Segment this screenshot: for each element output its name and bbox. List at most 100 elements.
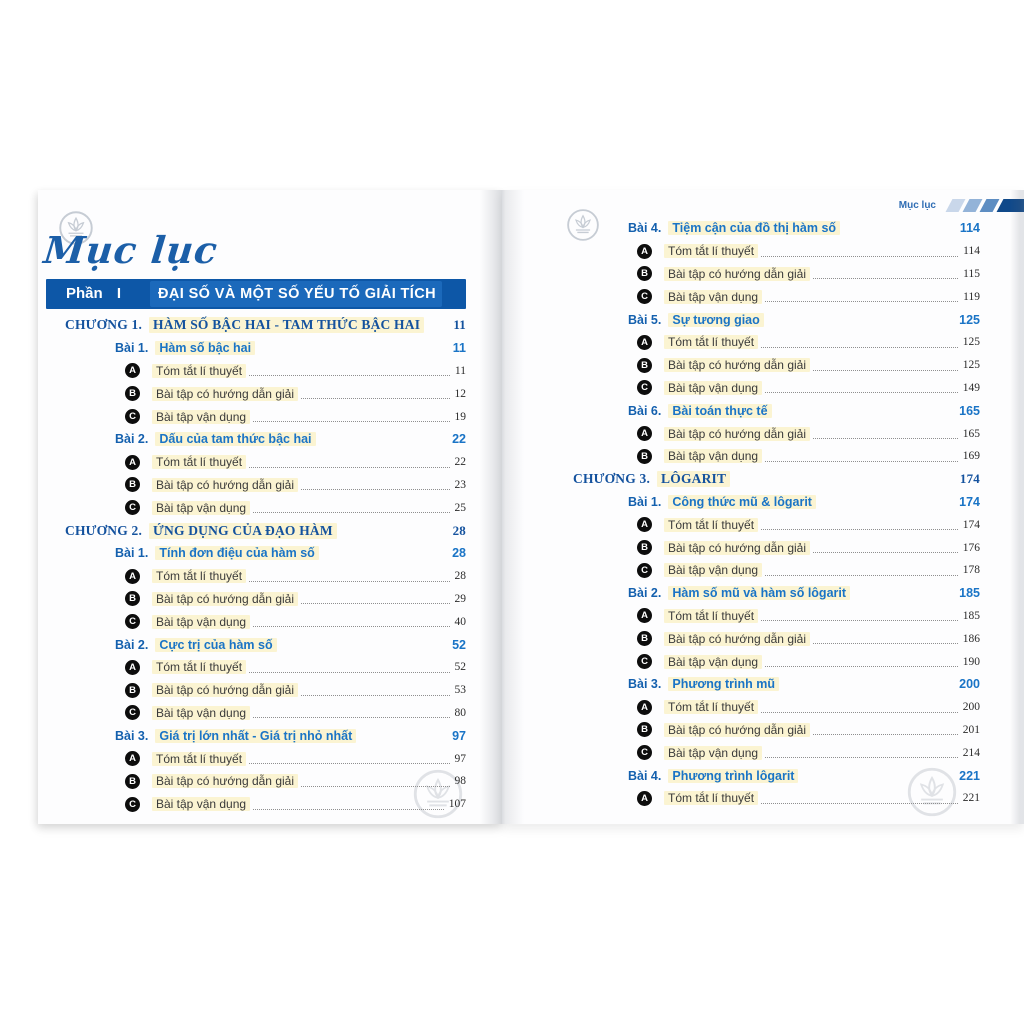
item-badge: A (125, 454, 140, 470)
dotted-leader (761, 255, 959, 257)
header-bar (996, 198, 1024, 212)
item-title: Tóm tắt lí thuyết (152, 363, 247, 378)
part-title: ĐẠI SỐ VÀ MỘT SỐ YẾU TỐ GIẢI TÍCH (158, 286, 436, 302)
part-banner: Phần I ĐẠI SỐ VÀ MỘT SỐ YẾU TỐ GIẢI TÍCH (46, 279, 466, 309)
toc-row-chapter: CHƯƠNG 3. LÔGARIT 174 (548, 468, 980, 491)
page-title-script: Mục lục (41, 228, 221, 272)
toc-row-item: B Bài tập có hướng dẫn giải 12 (40, 382, 466, 405)
lesson-label: Bài 4. (628, 768, 662, 783)
item-title: Bài tập vận dụng (664, 289, 763, 304)
right-page: Mục lục Bài 4. Tiệm cận của đồ thị hàm số… (502, 190, 1024, 824)
dotted-leader (813, 369, 958, 371)
item-title: Bài tập có hướng dẫn giải (152, 477, 298, 492)
page-number: 52 (454, 661, 467, 674)
page-number: 178 (962, 564, 980, 577)
item-title: Bài tập có hướng dẫn giải (664, 358, 810, 373)
lesson-title: Sự tương giao (668, 312, 764, 327)
lesson-label: Bài 6. (628, 403, 662, 418)
lesson-label: Bài 1. (115, 341, 149, 356)
dotted-leader (765, 574, 958, 576)
item-title: Tóm tắt lí thuyết (152, 455, 247, 470)
chapter-label: CHƯƠNG 1. (65, 317, 143, 333)
page-number: 214 (962, 746, 980, 759)
item-badge: A (637, 243, 652, 259)
dotted-leader (813, 438, 958, 440)
page-number: 22 (452, 432, 466, 447)
toc-row-item: A Tóm tắt lí thuyết 221 (548, 787, 980, 810)
item-title: Bài tập có hướng dẫn giải (664, 540, 810, 555)
item-badge: B (125, 591, 140, 607)
toc-row-item: C Bài tập vận dụng 107 (40, 793, 466, 816)
toc-row-item: A Bài tập có hướng dẫn giải 165 (548, 422, 980, 445)
toc-row-item: A Tóm tắt lí thuyết 11 (40, 360, 466, 383)
dotted-leader (813, 643, 958, 645)
page-number: 12 (454, 387, 467, 400)
toc-row-lesson: Bài 2. Dấu của tam thức bậc hai 22 (40, 428, 466, 451)
page-number: 97 (454, 752, 467, 765)
lesson-title: Giá trị lớn nhất - Giá trị nhỏ nhất (155, 728, 357, 743)
lesson-title: Công thức mũ & lôgarit (668, 494, 816, 509)
toc-row-item: B Bài tập vận dụng 169 (548, 445, 980, 468)
toc-row-lesson: Bài 1. Hàm số bậc hai 11 (40, 337, 466, 360)
toc-row-item: A Tóm tắt lí thuyết 200 (548, 696, 980, 719)
item-title: Bài tập vận dụng (152, 705, 251, 720)
dotted-leader (249, 671, 450, 673)
dotted-leader (761, 802, 958, 804)
toc-row-lesson: Bài 5. Sự tương giao 125 (548, 308, 980, 331)
toc-row-lesson: Bài 2. Cực trị của hàm số 52 (40, 633, 466, 656)
dotted-leader (253, 808, 444, 810)
dotted-leader (761, 620, 958, 622)
dotted-leader (301, 603, 450, 605)
lesson-label: Bài 3. (115, 728, 149, 743)
toc-row-item: C Bài tập vận dụng 149 (548, 377, 980, 400)
item-title: Tóm tắt lí thuyết (152, 569, 247, 584)
lesson-title: Cực trị của hàm số (155, 637, 277, 652)
toc-row-item: C Bài tập vận dụng 80 (40, 702, 466, 725)
toc-row-lesson: Bài 1. Công thức mũ & lôgarit 174 (548, 491, 980, 514)
item-title: Bài tập có hướng dẫn giải (152, 683, 298, 698)
item-badge: C (125, 796, 140, 812)
page-number: 28 (454, 570, 467, 583)
item-title: Bài tập có hướng dẫn giải (664, 426, 810, 441)
lesson-label: Bài 5. (628, 312, 662, 327)
page-number: 115 (963, 267, 980, 280)
toc-row-lesson: Bài 4. Tiệm cận của đồ thị hàm số 114 (548, 217, 980, 240)
page-number: 22 (454, 456, 467, 469)
page-number: 165 (959, 403, 980, 418)
chapter-title: ỨNG DỤNG CỦA ĐẠO HÀM (149, 522, 337, 539)
page-number: 11 (452, 341, 466, 356)
item-title: Tóm tắt lí thuyết (664, 700, 759, 715)
toc-row-lesson: Bài 2. Hàm số mũ và hàm số lôgarit 185 (548, 582, 980, 605)
toc-row-item: C Bài tập vận dụng 190 (548, 650, 980, 673)
toc-row-item: A Tóm tắt lí thuyết 52 (40, 656, 466, 679)
chapter-label: CHƯƠNG 2. (65, 522, 143, 538)
toc-row-item: B Bài tập có hướng dẫn giải 176 (548, 536, 980, 559)
item-title: Tóm tắt lí thuyết (664, 791, 759, 806)
item-badge: C (125, 705, 140, 721)
page-number: 98 (454, 775, 467, 788)
page-number: 174 (959, 494, 980, 509)
item-badge: B (637, 631, 652, 647)
item-badge: A (637, 608, 652, 624)
toc-row-item: B Bài tập có hướng dẫn giải 23 (40, 474, 466, 497)
part-label: Phần I (66, 285, 122, 302)
dotted-leader (301, 785, 450, 787)
item-badge: A (125, 659, 140, 675)
item-title: Bài tập vận dụng (664, 654, 763, 669)
page-number: 221 (959, 768, 980, 783)
dotted-leader (813, 278, 959, 280)
toc-row-lesson: Bài 1. Tính đơn điệu của hàm số 28 (40, 542, 466, 565)
toc-row-item: A Tóm tắt lí thuyết 185 (548, 605, 980, 628)
item-badge: B (637, 448, 652, 464)
item-title: Tóm tắt lí thuyết (664, 335, 759, 350)
item-title: Bài tập có hướng dẫn giải (152, 591, 298, 606)
toc-row-item: C Bài tập vận dụng 214 (548, 741, 980, 764)
dotted-leader (249, 580, 450, 582)
item-badge: C (125, 500, 140, 516)
item-badge: C (637, 562, 652, 578)
item-badge: A (637, 517, 652, 533)
item-title: Tóm tắt lí thuyết (664, 517, 759, 532)
page-number: 190 (962, 655, 980, 668)
toc-row-chapter: CHƯƠNG 1. HÀM SỐ BẬC HAI - TAM THỨC BẬC H… (40, 314, 466, 337)
